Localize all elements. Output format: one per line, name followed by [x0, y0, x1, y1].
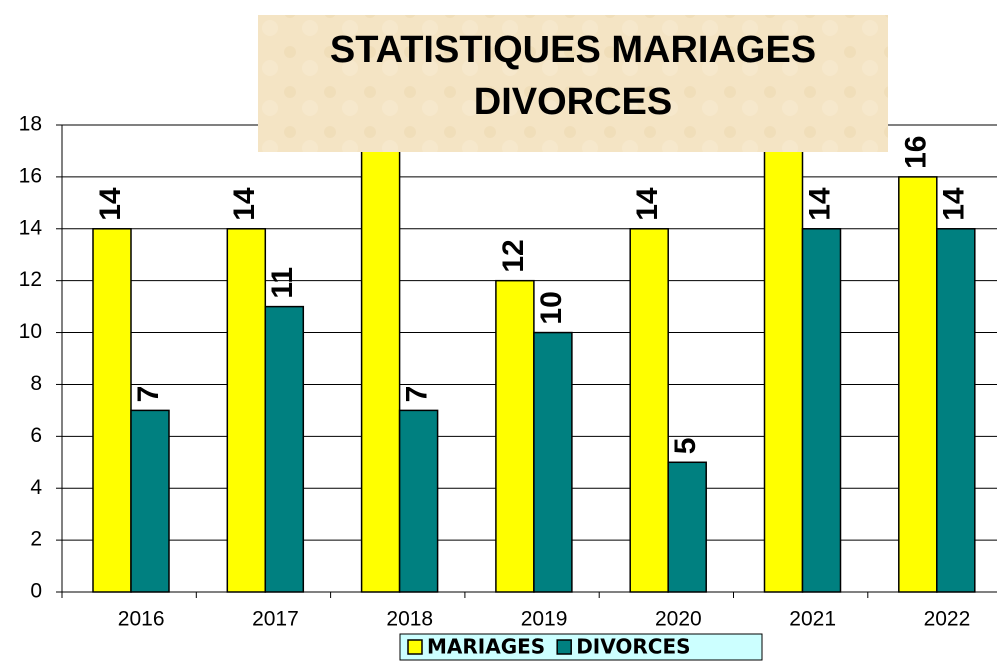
- y-tick-label: 2: [30, 528, 42, 551]
- legend-label: MARIAGES: [427, 635, 545, 659]
- data-label: 14: [938, 187, 971, 221]
- x-tick-label: 2020: [655, 608, 702, 631]
- x-tick-label: 2017: [252, 608, 299, 631]
- bar: [130, 409, 170, 593]
- bar: [92, 228, 132, 593]
- y-tick-label: 8: [30, 372, 42, 395]
- y-tick-label: 0: [30, 580, 42, 603]
- legend-swatch: [556, 639, 572, 655]
- x-tick-label: 2021: [789, 608, 836, 631]
- data-label: 14: [631, 187, 664, 221]
- y-tick-label: 12: [19, 268, 42, 291]
- data-label: 10: [535, 291, 568, 324]
- bar: [495, 279, 535, 593]
- data-label: 16: [900, 136, 933, 169]
- data-label: 14: [803, 187, 836, 221]
- data-label: 12: [497, 239, 530, 272]
- bar: [398, 409, 439, 593]
- x-tick-label: 2019: [521, 608, 568, 631]
- x-tick-label: 2018: [386, 608, 433, 631]
- legend-label: DIVORCES: [576, 635, 690, 659]
- y-tick-label: 14: [19, 216, 43, 239]
- title-line: STATISTIQUES MARIAGES: [330, 29, 816, 71]
- x-tick-label: 2016: [118, 608, 165, 631]
- bar: [264, 305, 305, 593]
- bar: [763, 150, 804, 593]
- y-tick-label: 6: [30, 424, 42, 447]
- legend-box: [399, 633, 763, 661]
- bar: [629, 228, 669, 593]
- data-label: 7: [132, 386, 165, 403]
- title-box: [258, 15, 888, 152]
- bar: [226, 228, 267, 593]
- x-tick-label: 2022: [924, 608, 971, 631]
- data-label: 14: [228, 187, 261, 221]
- y-tick-label: 16: [19, 164, 42, 187]
- bar: [667, 461, 707, 593]
- title-line: DIVORCES: [474, 81, 672, 123]
- bar: [801, 228, 842, 593]
- bar: [936, 228, 976, 593]
- bar: [360, 150, 401, 593]
- y-tick-label: 4: [30, 476, 42, 499]
- bar: [898, 176, 938, 593]
- y-tick-label: 10: [19, 320, 42, 343]
- data-label: 11: [266, 267, 299, 299]
- y-tick-label: 18: [19, 113, 42, 136]
- data-label: 14: [94, 187, 127, 221]
- data-label: 7: [401, 386, 434, 403]
- chart-title: STATISTIQUES MARIAGES DIVORCES: [330, 29, 816, 123]
- legend-swatch: [407, 639, 423, 655]
- data-label: 5: [669, 438, 702, 455]
- bar: [533, 331, 573, 593]
